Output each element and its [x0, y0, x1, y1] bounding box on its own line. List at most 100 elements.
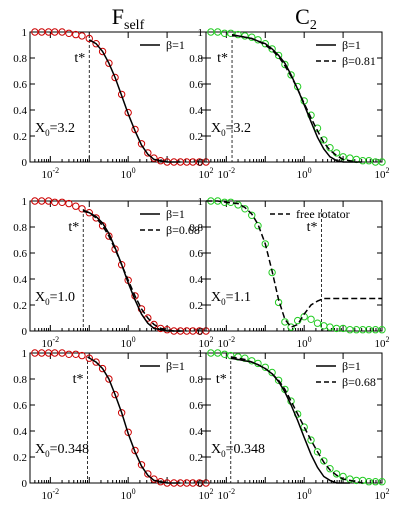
fit-line-solid: [88, 39, 181, 163]
column-title-fself: Fself: [112, 4, 145, 33]
data-point: [58, 28, 66, 36]
x-tick-base: 10: [199, 490, 211, 502]
x-tick-label: 100: [121, 335, 136, 350]
legend-label: β=1: [166, 38, 185, 52]
data-point: [51, 28, 59, 36]
fit-line-dashed: [206, 200, 382, 329]
data-point: [307, 436, 315, 444]
data-point: [274, 376, 283, 384]
data-point: [313, 448, 322, 456]
legend-label: β=1: [166, 359, 185, 373]
legend-label: β=1: [166, 207, 185, 221]
x-tick-base: 10: [42, 169, 54, 181]
legend-label: free rotator: [296, 207, 350, 221]
x-tick-base: 10: [375, 490, 387, 502]
y-tick-label: 1: [22, 348, 28, 360]
x-tick-exponent: 0: [132, 487, 136, 496]
legend-label: β=0.81: [342, 54, 376, 68]
y-tick-label: 0.2: [189, 300, 203, 312]
x-tick-base: 10: [297, 169, 309, 181]
data-point: [98, 364, 107, 373]
x-tick-exponent: 0: [132, 335, 136, 344]
x-tick-exponent: 2: [386, 335, 390, 344]
x-tick-base: 10: [199, 169, 211, 181]
x0-main: X: [211, 121, 221, 136]
x0-main: X: [211, 290, 221, 305]
x0-main: X: [35, 442, 45, 457]
y-tick-label: 1: [22, 27, 28, 39]
x-tick-base: 10: [42, 490, 54, 502]
x-tick-label: 10-2: [218, 335, 236, 350]
data-point: [214, 28, 222, 36]
data-point: [241, 205, 249, 213]
data-point: [346, 326, 354, 334]
data-point: [111, 390, 119, 399]
y-tick-label: 1: [198, 196, 204, 208]
column-title-main: F: [112, 4, 124, 29]
x0-annotation: X0=1.0: [35, 290, 75, 307]
x-tick-exponent: -2: [229, 335, 236, 344]
data-point: [78, 32, 86, 40]
x-tick-exponent: 2: [386, 487, 390, 496]
data-point: [131, 446, 139, 455]
x-tick-label: 10-2: [218, 166, 236, 181]
x-tick-exponent: 0: [308, 335, 312, 344]
y-tick-label: 0.4: [189, 274, 203, 286]
data-point: [105, 59, 113, 67]
x-tick-base: 10: [218, 338, 230, 350]
x-tick-label: 102: [375, 166, 390, 181]
x-tick-label: 100: [297, 335, 312, 350]
data-point: [65, 29, 73, 37]
fit-line-dashed: [230, 356, 363, 484]
x-tick-base: 10: [375, 169, 387, 181]
data-point: [78, 351, 86, 360]
x-tick-exponent: 2: [210, 335, 214, 344]
data-point: [85, 34, 93, 43]
x0-annotation: X0=0.348: [211, 442, 265, 459]
fit-line-solid: [232, 35, 357, 163]
y-tick-label: 0.4: [13, 274, 27, 286]
x0-value: =0.348: [226, 442, 265, 457]
x-tick-label: 100: [297, 166, 312, 181]
x-tick-exponent: 2: [210, 166, 214, 175]
tstar-label: t*: [73, 372, 84, 387]
x-tick-exponent: -2: [229, 487, 236, 496]
x-tick-exponent: 2: [210, 487, 214, 496]
x-tick-label: 100: [121, 166, 136, 181]
data-point: [359, 326, 367, 334]
y-tick-label: 0.2: [13, 452, 27, 464]
x0-annotation: X0=3.2: [211, 121, 251, 138]
x0-value: =1.1: [226, 290, 251, 305]
data-point: [51, 349, 59, 357]
x-tick-label: 10-2: [42, 487, 60, 502]
y-tick-label: 0: [22, 478, 28, 490]
data-point: [378, 158, 386, 166]
data-point: [92, 40, 100, 48]
fit-line-solid: [83, 210, 181, 332]
x-tick-base: 10: [42, 338, 54, 350]
tstar-label: t*: [68, 220, 79, 235]
y-tick-label: 0.6: [189, 248, 203, 260]
data-point: [144, 149, 152, 157]
data-point: [268, 368, 276, 377]
y-tick-label: 0.8: [189, 222, 203, 234]
x-tick-base: 10: [121, 490, 133, 502]
data-point: [85, 354, 93, 362]
y-tick-label: 0.6: [13, 79, 27, 91]
y-tick-label: 0.2: [189, 131, 203, 143]
y-tick-label: 0.6: [13, 248, 27, 260]
data-point: [281, 60, 289, 69]
y-tick-label: 0.4: [13, 105, 27, 117]
column-title-sub: 2: [310, 18, 317, 33]
data-point: [137, 461, 146, 469]
x-tick-label: 102: [199, 487, 214, 502]
tstar-label: t*: [216, 372, 227, 387]
data-point: [234, 201, 242, 209]
column-title-c2: C2: [295, 4, 317, 33]
data-point: [378, 478, 386, 486]
data-point: [117, 261, 126, 269]
